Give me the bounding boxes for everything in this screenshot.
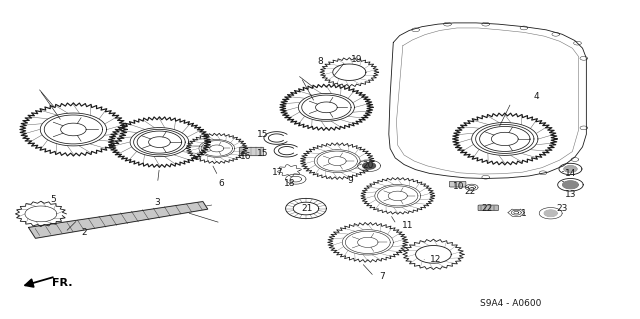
Text: 7: 7 (379, 272, 385, 281)
Text: 3: 3 (155, 198, 161, 207)
Text: 15: 15 (257, 149, 268, 158)
Polygon shape (544, 210, 557, 216)
Text: 19: 19 (351, 56, 363, 64)
Text: 13: 13 (564, 190, 576, 199)
Text: 4: 4 (534, 92, 540, 101)
Text: 14: 14 (564, 169, 576, 178)
Text: 16: 16 (240, 152, 251, 161)
Text: FR.: FR. (52, 278, 73, 288)
Text: 18: 18 (284, 179, 296, 188)
Text: 22: 22 (465, 187, 476, 196)
FancyBboxPatch shape (478, 205, 499, 211)
Polygon shape (29, 202, 208, 238)
Text: 8: 8 (317, 57, 323, 66)
Polygon shape (239, 146, 263, 155)
Text: 10: 10 (453, 182, 465, 191)
Polygon shape (363, 163, 376, 169)
Text: 17: 17 (271, 168, 283, 177)
Text: S9A4 - A0600: S9A4 - A0600 (481, 299, 542, 308)
FancyBboxPatch shape (449, 181, 466, 187)
Text: 21: 21 (301, 204, 313, 213)
Text: 1: 1 (521, 209, 527, 218)
Text: 2: 2 (81, 228, 87, 237)
Text: 15: 15 (257, 130, 268, 139)
Text: 11: 11 (402, 221, 413, 230)
Text: 6: 6 (218, 179, 224, 188)
Polygon shape (563, 181, 578, 189)
Text: 22: 22 (481, 204, 493, 213)
Polygon shape (564, 166, 577, 172)
Text: 23: 23 (556, 204, 568, 213)
Text: 20: 20 (362, 161, 374, 170)
Text: 12: 12 (430, 255, 442, 263)
Text: 5: 5 (51, 195, 56, 204)
Text: 9: 9 (348, 175, 353, 185)
